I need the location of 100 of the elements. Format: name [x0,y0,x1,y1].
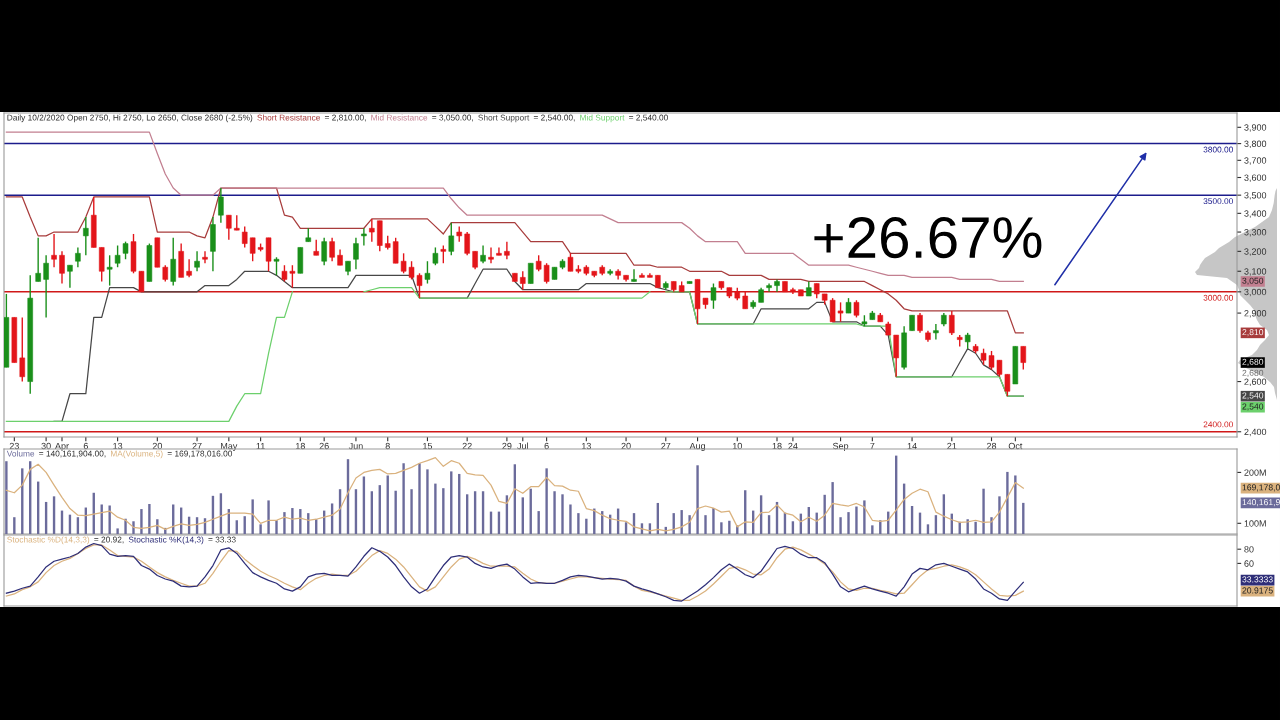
candlestick [949,310,955,336]
series-label: Stochastic %D(14,3,3) [7,536,90,545]
y-tick-label: 2,600 [1244,378,1267,386]
x-tick-label: 6 [83,442,88,450]
y-tick-label: 3,600 [1244,174,1267,182]
candlestick [917,312,923,334]
x-tick-label: 6 [544,442,549,450]
x-tick-label: 24 [788,442,798,450]
candlestick [1020,345,1027,371]
x-tick-label: 26 [319,442,329,450]
candlestick [114,244,121,268]
candlestick [51,233,57,268]
candlestick [893,334,899,378]
candlestick [710,282,717,310]
x-tick-label: Jul [517,442,528,450]
x-tick-label: 13 [582,442,591,450]
text: 2,810 [1242,329,1264,337]
candlestick [464,231,470,256]
annotation: = 33.33 [208,536,236,543]
candlestick [543,262,550,285]
chart-title: Daily 10/2/2020 Open 2750, Hi 2750, Lo 2650, Close 2680 (-2.5%) [7,114,253,123]
text: 2,540 [1242,403,1264,411]
x-tick-label: 18 [772,442,782,450]
annotation: = 20.92, [94,536,124,544]
x-tick-label: 20 [152,442,162,450]
x-tick-label: 11 [256,442,265,450]
x-tick-label: 21 [947,442,957,450]
y-tick-label: 200M [1244,469,1266,476]
candlestick [19,316,26,383]
candlestick [75,246,81,268]
candlestick [369,218,375,243]
text: Short Resistance [257,114,321,121]
y-tick-label: 3,100 [1244,268,1267,276]
x-tick-label: 28 [986,442,997,450]
y-tick-label: 3,200 [1244,248,1267,256]
text: Mid Support [580,114,625,123]
x-tick-label: 27 [661,442,671,450]
text: 140,161,9 [1242,499,1280,507]
candlestick [496,246,502,256]
candlestick [504,240,510,260]
candlestick [218,187,224,224]
candlestick [194,250,200,272]
x-tick-label: 14 [907,442,917,450]
annotation: = 2,540.00, [533,114,575,122]
candlestick [488,246,494,264]
candlestick [67,264,73,289]
candlestick [424,260,431,285]
x-tick-label: 13 [113,442,123,450]
x-tick-label: May [221,442,238,451]
candlestick [186,258,192,279]
x-tick-label: 23 [9,442,19,450]
ref-line-label: 2400.00 [1203,421,1233,428]
y-tick-label: 3,700 [1244,157,1267,165]
candlestick [202,250,208,264]
x-tick-label: Sep [832,442,849,451]
y-tick-label: 3,800 [1244,140,1267,149]
ref-line-label: 3000.00 [1203,294,1233,301]
x-tick-label: 7 [870,442,875,450]
line-series [5,457,1024,532]
candlestick [361,227,367,247]
candlestick [527,262,534,285]
text: 2,680 [1242,358,1264,366]
x-tick-label: Jun [348,442,363,450]
text: MA(Volume,5) [111,450,163,459]
candlestick [241,225,248,249]
candlestick [35,237,41,283]
ref-line-label: 3800.00 [1203,146,1233,153]
y-tick-label: 2,400 [1244,428,1267,437]
text: 2,540 [1242,392,1264,400]
annotation: = 2,810.00, [324,114,366,122]
y-tick-label: 80 [1244,546,1254,553]
x-tick-label: 10 [732,442,742,450]
x-tick-label: 30 [41,442,51,450]
candlestick [520,270,526,291]
candlestick [98,246,105,283]
annotation: = 169,178,016.00 [167,450,233,458]
text: 169,178,0 [1242,484,1280,492]
candlestick [353,237,359,270]
text: 33.3333 [1242,576,1273,583]
y-tick-label: 60 [1244,560,1254,567]
y-tick-label: 2,900 [1244,310,1267,318]
x-tick-label: 20 [621,442,631,450]
candlestick [106,254,113,287]
candlestick [170,237,176,287]
candlestick [448,221,455,256]
text: Short Support [478,114,530,123]
x-tick-label: 22 [462,442,472,450]
candlestick [226,214,232,241]
candlestick [43,254,49,319]
text: +26.67% [814,216,1042,259]
x-tick-label: 8 [385,442,390,450]
y-tick-label: 3,900 [1244,124,1267,132]
candlestick [631,268,637,283]
candlestick [933,323,939,341]
x-tick-label: 18 [296,442,305,450]
y-tick-label: 3,300 [1244,229,1267,237]
candlestick [59,250,65,285]
x-tick-label: 29 [502,442,512,450]
candlestick [83,216,89,256]
annotation: = 140,161,904.00, [39,450,106,458]
